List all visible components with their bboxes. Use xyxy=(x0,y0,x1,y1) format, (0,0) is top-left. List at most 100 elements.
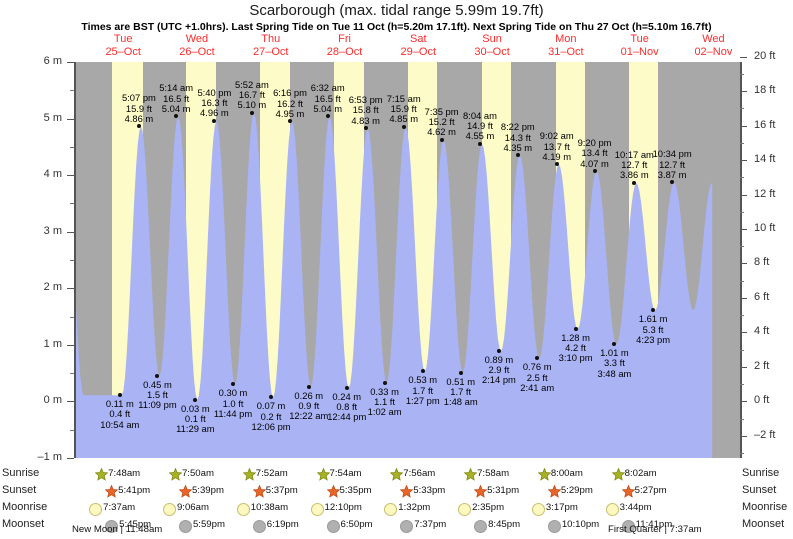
sunrise-time-1: 7:50am xyxy=(181,468,214,479)
page-subtitle: Times are BST (UTC +1.0hrs). Last Spring… xyxy=(81,21,712,33)
tide-time: 12:06 pm xyxy=(251,420,291,432)
right-axis-tick-6 xyxy=(740,263,747,265)
moonset-circle-icon-2 xyxy=(252,520,266,533)
row-label-moonset-l: Moonset xyxy=(2,518,45,530)
tide-metres: 3.86 m xyxy=(619,169,649,181)
day-header-0: Tue 25–Oct xyxy=(83,33,163,58)
right-axis-tick-label-0: 20 ft xyxy=(754,49,776,62)
tide-metres: 4.95 m xyxy=(275,107,305,119)
tide-feet: 0.1 ft xyxy=(184,412,206,424)
tide-chart-plot xyxy=(74,62,742,458)
moonset-circle-icon-6 xyxy=(547,520,561,533)
high-tide-marker-9 xyxy=(477,142,482,147)
tide-metres: 4.86 m xyxy=(124,112,154,124)
moonset-time-5: 8:45pm xyxy=(488,519,521,530)
right-axis-tick-label-9: 2 ft xyxy=(754,359,770,372)
day-header-date: 01–Nov xyxy=(620,45,659,58)
low-tide-label-0: 0.11 m 0.4 ft 10:54 am xyxy=(82,398,158,430)
low-tide-marker-11 xyxy=(535,356,540,361)
sunset-time-7: 5:27pm xyxy=(634,485,667,496)
moonset-time-1: 5:59pm xyxy=(192,519,225,530)
row-label-moonrise-r: Moonrise xyxy=(742,501,788,513)
right-axis-minor-tick-10 xyxy=(740,418,744,420)
moonrise-circle-icon-3 xyxy=(310,503,324,516)
tide-feet: 0.8 ft xyxy=(336,401,358,413)
high-tide-label-8: 7:35 pm 15.2 ft 4.62 m xyxy=(404,106,480,138)
left-axis-tick-0 xyxy=(67,62,74,63)
day-header-dow: Wed xyxy=(702,33,725,45)
tide-feet: 15.9 ft xyxy=(125,102,152,114)
day-header-4: Sat 29–Oct xyxy=(378,33,458,58)
sunset-star-icon-5 xyxy=(473,484,488,498)
tide-time: 11:44 pm xyxy=(213,407,253,419)
high-tide-label-13: 10:17 am 12.7 ft 3.86 m xyxy=(596,149,672,181)
high-tide-marker-14 xyxy=(670,180,675,185)
tide-metres: 4.55 m xyxy=(465,130,495,142)
moonrise-circle-icon-1 xyxy=(162,503,176,516)
left-axis-tick-label-6: 0 m xyxy=(43,394,62,407)
sunset-time-3: 5:35pm xyxy=(339,485,372,496)
tide-time: 3:10 pm xyxy=(558,352,593,364)
right-axis-tick-1 xyxy=(740,91,747,93)
left-axis-minor-tick-0 xyxy=(70,90,74,92)
low-tide-label-8: 0.53 m 1.7 ft 1:27 pm xyxy=(385,375,461,406)
left-axis-tick-5 xyxy=(67,344,74,346)
low-tide-marker-1 xyxy=(155,373,160,378)
tide-feet: 2.9 ft xyxy=(488,364,510,376)
left-axis-minor-tick-1 xyxy=(70,146,74,148)
sunrise-star-icon-4 xyxy=(389,467,404,481)
tide-time: 7:35 pm xyxy=(424,106,459,118)
day-header-8: Wed 02–Nov xyxy=(673,33,753,58)
day-header-3: Fri 28–Oct xyxy=(305,33,385,58)
sunrise-time-2: 7:52am xyxy=(255,468,288,479)
right-axis-minor-tick-9 xyxy=(740,384,744,386)
right-axis-tick-9 xyxy=(740,366,747,368)
row-label-moonset-r: Moonset xyxy=(742,518,785,530)
right-axis-minor-tick-11 xyxy=(740,453,744,455)
right-axis-tick-4 xyxy=(740,194,747,196)
low-tide-label-1: 0.45 m 1.5 ft 11:09 pm xyxy=(119,379,195,411)
sunrise-time-7: 8:02am xyxy=(624,468,657,479)
high-tide-marker-7 xyxy=(401,125,406,130)
low-tide-marker-5 xyxy=(306,384,311,389)
high-tide-marker-5 xyxy=(325,114,330,119)
right-axis-minor-tick-7 xyxy=(740,315,744,317)
low-tide-label-13: 1.01 m 3.3 ft 3:48 am xyxy=(576,348,652,379)
moon-phase-0: New Moon | 11:48am xyxy=(72,524,163,535)
right-axis-tick-label-8: 4 ft xyxy=(754,325,770,338)
tide-time: 8:22 pm xyxy=(500,121,535,133)
right-axis-tick-10 xyxy=(740,401,747,403)
tide-feet: 15.8 ft xyxy=(352,104,379,116)
high-tide-marker-10 xyxy=(515,153,520,158)
left-axis-minor-tick-2 xyxy=(70,203,74,205)
day-header-date: 26–Oct xyxy=(179,45,215,58)
tide-metres: 1.28 m xyxy=(561,332,590,344)
tide-time: 1:48 am xyxy=(443,395,478,407)
right-axis-minor-tick-2 xyxy=(740,142,744,144)
moonset-circle-icon-7 xyxy=(621,520,635,533)
tide-metres: 4.96 m xyxy=(200,107,229,119)
left-axis-tick-7 xyxy=(67,458,74,459)
moonset-time-4: 7:37pm xyxy=(414,519,447,530)
moonrise-circle-icon-0 xyxy=(89,503,103,516)
sunset-star-icon-3 xyxy=(326,484,340,498)
low-tide-label-6: 0.24 m 0.8 ft 12:44 pm xyxy=(309,391,385,423)
tide-time: 5:07 pm xyxy=(121,92,156,104)
right-axis-tick-11 xyxy=(740,435,747,437)
sunrise-time-5: 7:58am xyxy=(477,468,510,479)
tide-time: 9:02 am xyxy=(539,130,574,142)
high-tide-marker-4 xyxy=(288,119,292,124)
high-tide-marker-3 xyxy=(249,110,254,115)
sunrise-star-icon-0 xyxy=(94,467,109,481)
high-tide-marker-13 xyxy=(632,181,637,186)
moonset-circle-icon-4 xyxy=(400,520,414,533)
tide-time: 5:40 pm xyxy=(197,86,232,98)
high-tide-label-1: 5:14 am 16.5 ft 5.04 m xyxy=(138,83,214,114)
tide-metres: 0.53 m xyxy=(408,374,438,386)
sunrise-time-4: 7:56am xyxy=(403,468,436,479)
day-header-date: 02–Nov xyxy=(694,45,733,58)
right-axis-tick-label-1: 18 ft xyxy=(754,84,776,97)
right-axis-tick-label-2: 16 ft xyxy=(754,118,776,131)
row-label-sunrise-r: Sunrise xyxy=(742,467,780,479)
right-axis-tick-3 xyxy=(740,160,747,162)
